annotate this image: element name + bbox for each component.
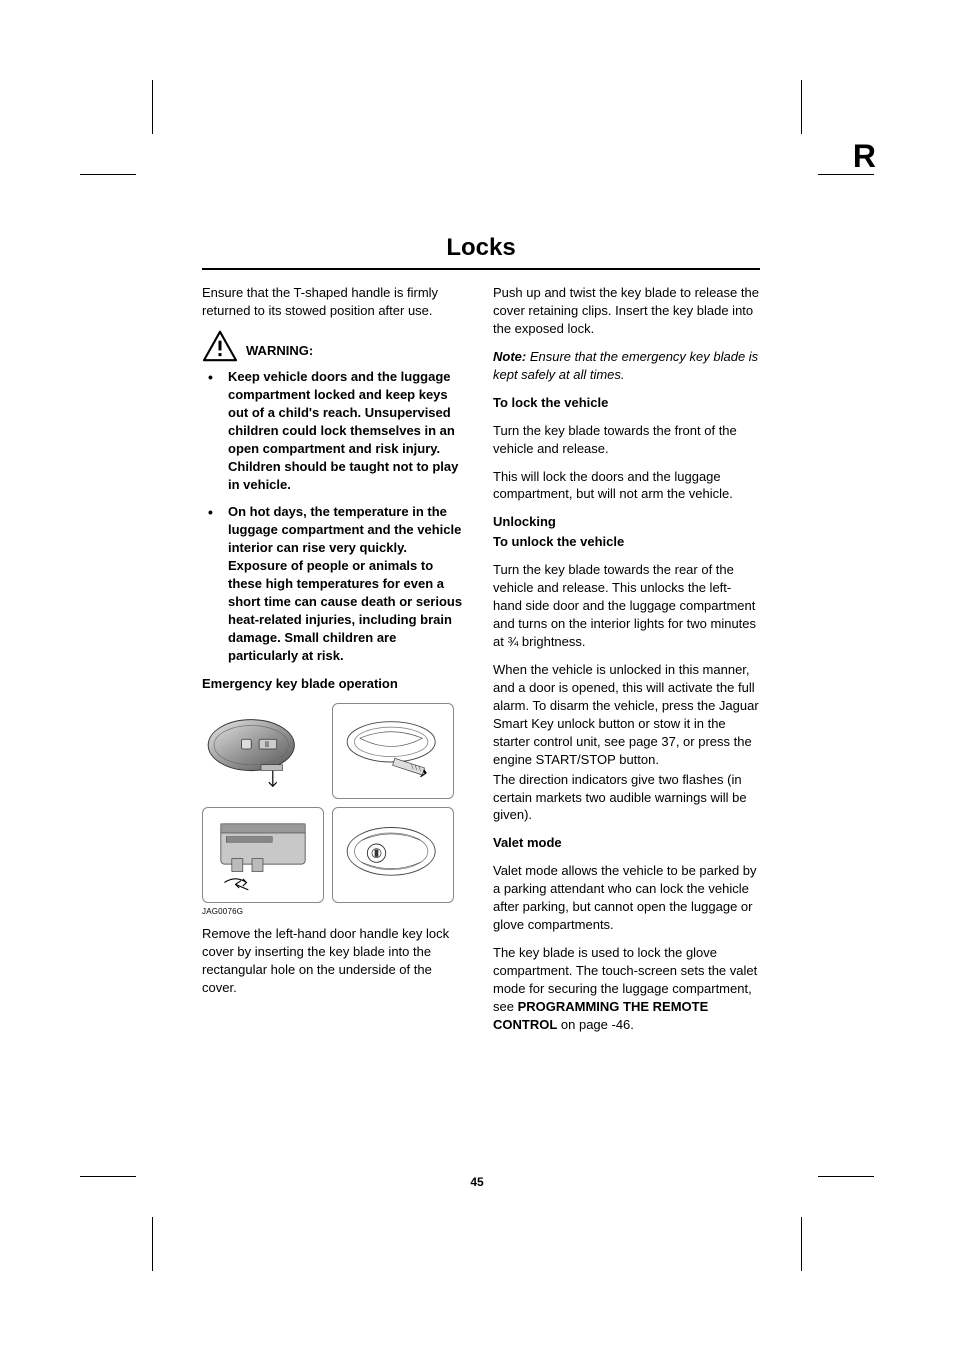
page-section-letter: R <box>853 138 876 175</box>
lock-paragraph-2: This will lock the doors and the luggage… <box>493 468 760 504</box>
unlock-paragraph-2: When the vehicle is unlocked in this man… <box>493 661 760 769</box>
remove-cover-paragraph: Remove the left-hand door handle key loc… <box>202 925 469 997</box>
intro-paragraph: Ensure that the T-shaped handle is firml… <box>202 284 469 320</box>
figure-panel-lock-exposed <box>332 807 454 903</box>
key-blade-figure: JAG0076G <box>202 703 454 917</box>
warning-list: Keep vehicle doors and the luggage compa… <box>202 368 469 665</box>
push-twist-paragraph: Push up and twist the key blade to relea… <box>493 284 760 338</box>
warning-item: On hot days, the temperature in the lugg… <box>202 503 469 664</box>
figure-caption: JAG0076G <box>202 906 454 917</box>
valet-paragraph-1: Valet mode allows the vehicle to be park… <box>493 862 760 934</box>
figure-panel-key-fob <box>202 703 324 799</box>
title-rule <box>202 268 760 270</box>
valet-p2-post: on page -46. <box>557 1017 634 1032</box>
right-column: Push up and twist the key blade to relea… <box>493 284 760 1044</box>
note-label: Note: <box>493 349 526 364</box>
unlock-paragraph-1: Turn the key blade towards the rear of t… <box>493 561 760 651</box>
warning-item: Keep vehicle doors and the luggage compa… <box>202 368 469 494</box>
unlock-paragraph-3: The direction indicators give two flashe… <box>493 771 760 825</box>
page-number: 45 <box>0 1175 954 1189</box>
warning-label: WARNING: <box>246 342 313 362</box>
valet-paragraph-2: The key blade is used to lock the glove … <box>493 944 760 1034</box>
warning-header: WARNING: <box>202 330 469 362</box>
emergency-heading: Emergency key blade operation <box>202 675 469 693</box>
figure-panel-cover-twist <box>202 807 324 903</box>
unlocking-heading: Unlocking <box>493 513 760 531</box>
left-column: Ensure that the T-shaped handle is firml… <box>202 284 469 1044</box>
note-body: Ensure that the emergency key blade is k… <box>493 349 758 382</box>
figure-panel-handle-insert <box>332 703 454 799</box>
to-unlock-heading: To unlock the vehicle <box>493 533 760 551</box>
page-title: Locks <box>202 234 760 268</box>
two-column-layout: Ensure that the T-shaped handle is firml… <box>202 284 760 1044</box>
lock-heading: To lock the vehicle <box>493 394 760 412</box>
valet-heading: Valet mode <box>493 834 760 852</box>
page-content: Locks Ensure that the T-shaped handle is… <box>202 234 760 1044</box>
note-paragraph: Note: Ensure that the emergency key blad… <box>493 348 760 384</box>
lock-paragraph-1: Turn the key blade towards the front of … <box>493 422 760 458</box>
warning-triangle-icon <box>202 330 238 362</box>
